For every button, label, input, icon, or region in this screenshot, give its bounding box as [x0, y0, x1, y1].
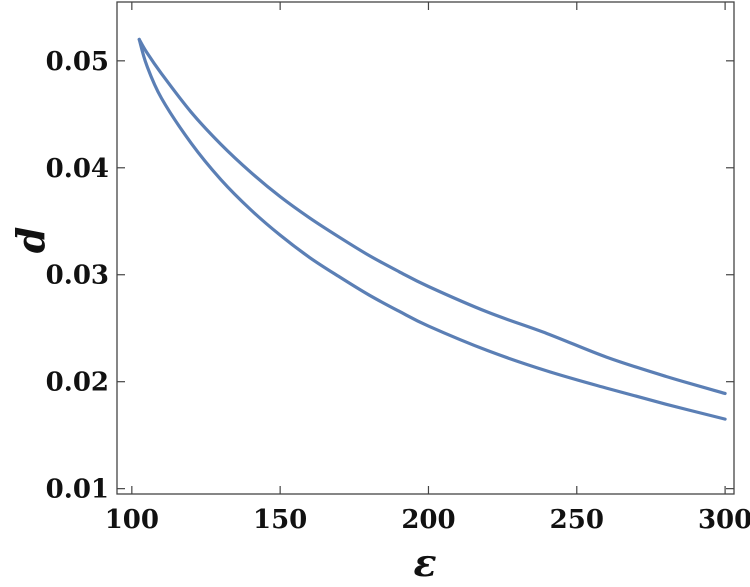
y-tick-label: 0.02	[46, 368, 109, 398]
plot-frame	[116, 1, 735, 495]
y-tick-label: 0.03	[46, 261, 109, 291]
y-tick-label: 0.04	[46, 154, 109, 184]
series-curves	[137, 37, 727, 421]
x-tick-label: 300	[698, 505, 750, 535]
lower-branch-line	[137, 37, 727, 421]
y-tick-label: 0.01	[46, 475, 109, 505]
x-tick-label: 200	[401, 505, 455, 535]
axis-ticks	[117, 2, 734, 494]
x-tick-label: 100	[105, 505, 159, 535]
y-tick-label: 0.05	[46, 47, 109, 77]
y-axis-label: d	[8, 227, 53, 254]
x-tick-label: 250	[550, 505, 604, 535]
upper-branch-line	[137, 37, 727, 396]
x-tick-label: 150	[253, 505, 307, 535]
x-axis-label: ε	[413, 540, 436, 585]
x-tick-labels: 100 150 200 250 300	[105, 505, 750, 535]
y-tick-labels: 0.01 0.02 0.03 0.04 0.05	[46, 47, 109, 505]
